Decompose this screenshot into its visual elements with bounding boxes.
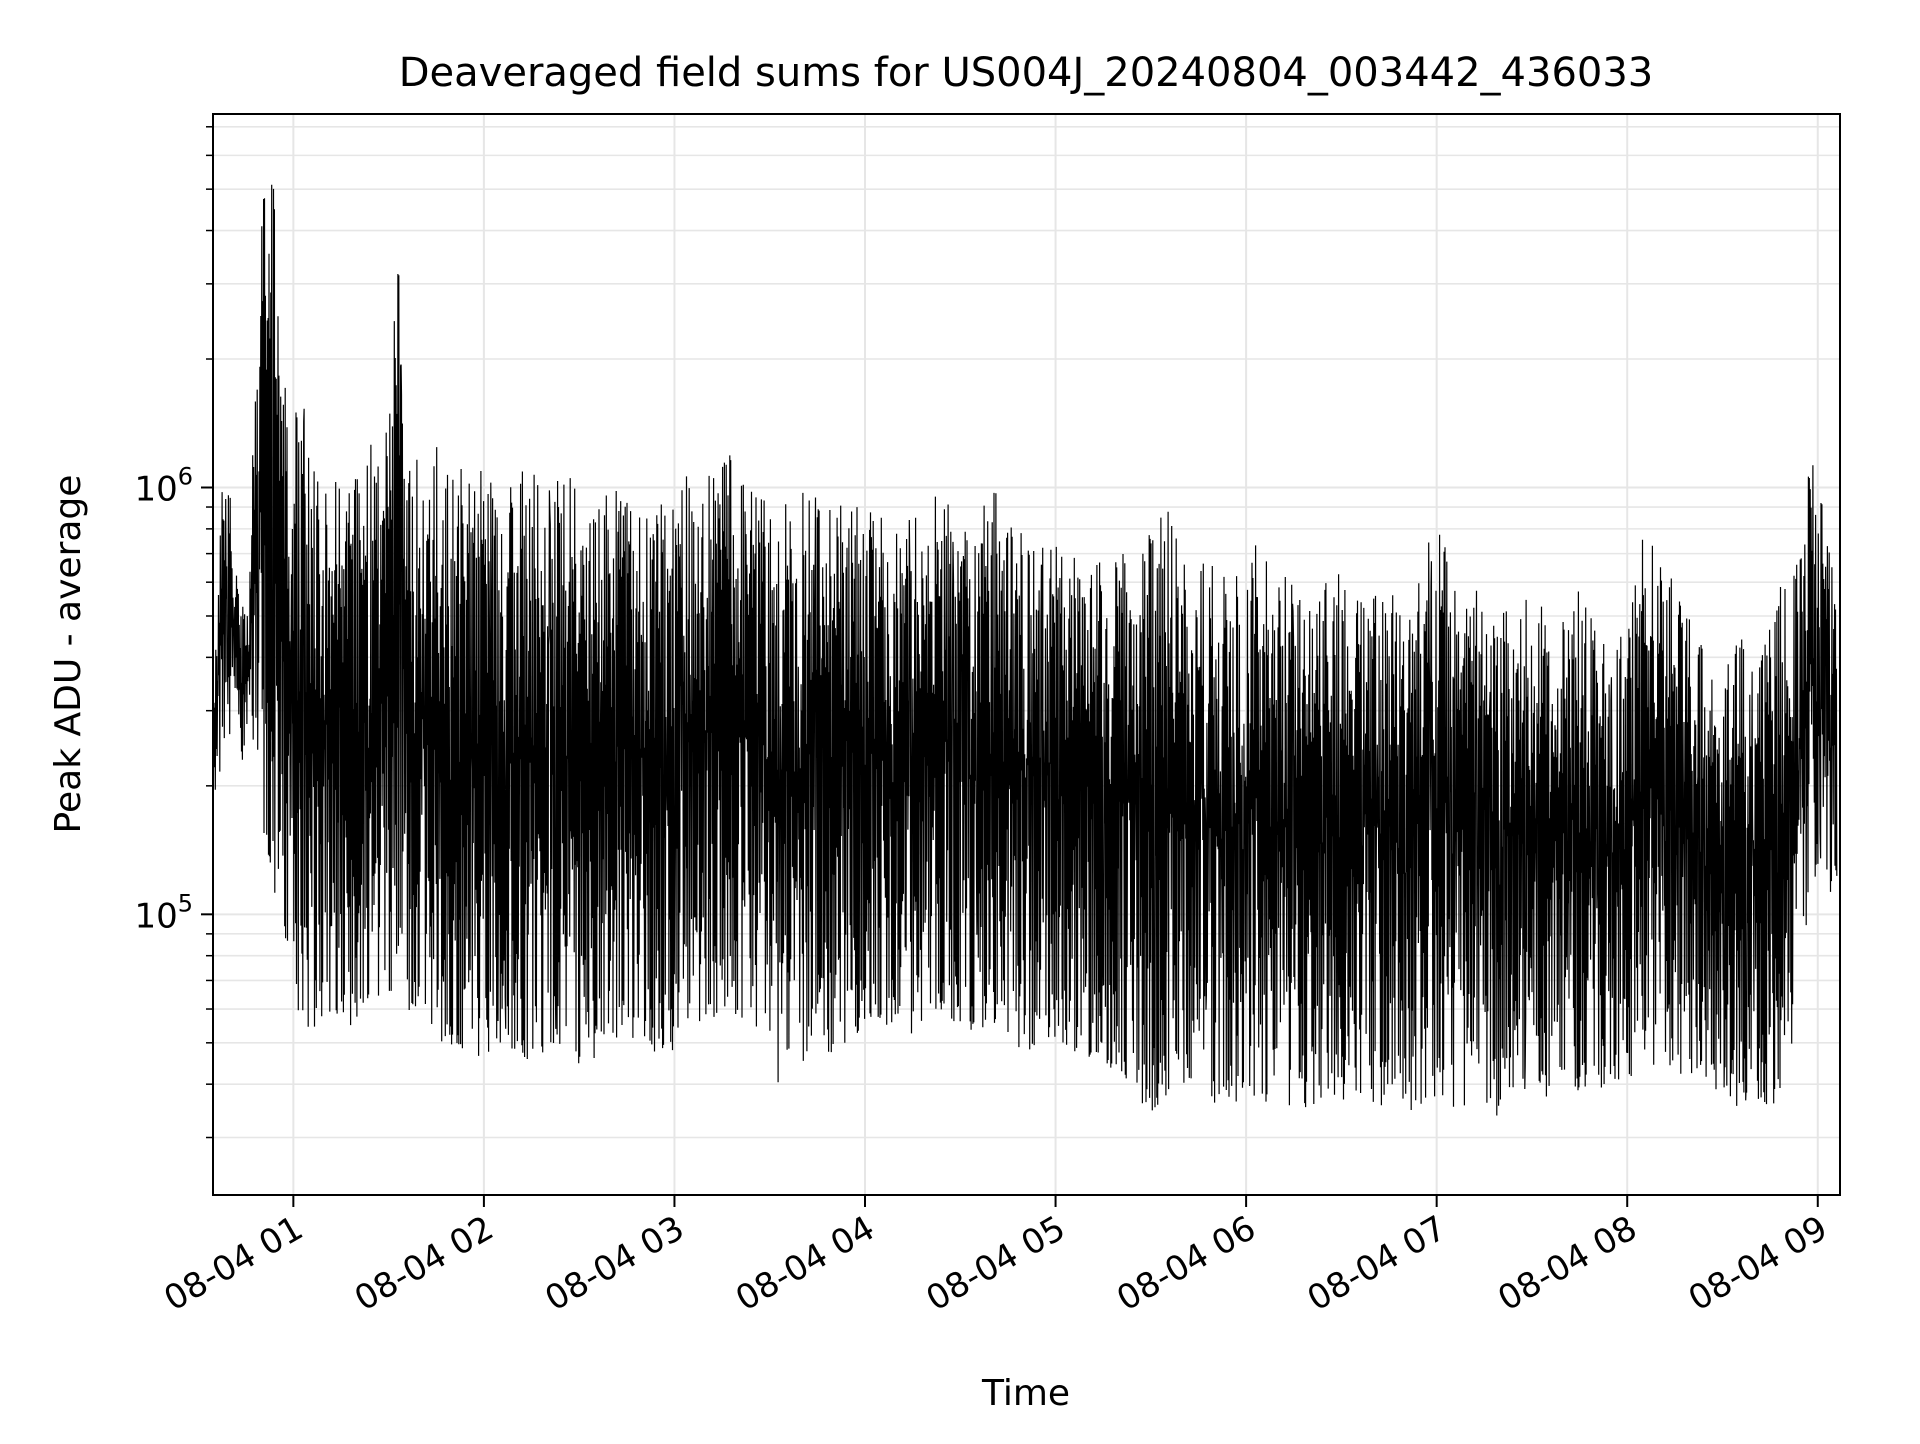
y-tick-label: 105 — [134, 889, 193, 936]
y-tick-label: 106 — [134, 463, 193, 510]
y-axis-label: Peak ADU - average — [48, 475, 89, 834]
x-axis-label: Time — [981, 1373, 1070, 1414]
y-axis-ticks: 105 106 — [134, 126, 213, 1139]
plot-frame — [212, 113, 1841, 1196]
plot-data-group — [213, 184, 1838, 1116]
series-line — [213, 184, 1838, 1116]
chart-title: Deaveraged field sums for US004J_2024080… — [399, 50, 1654, 96]
